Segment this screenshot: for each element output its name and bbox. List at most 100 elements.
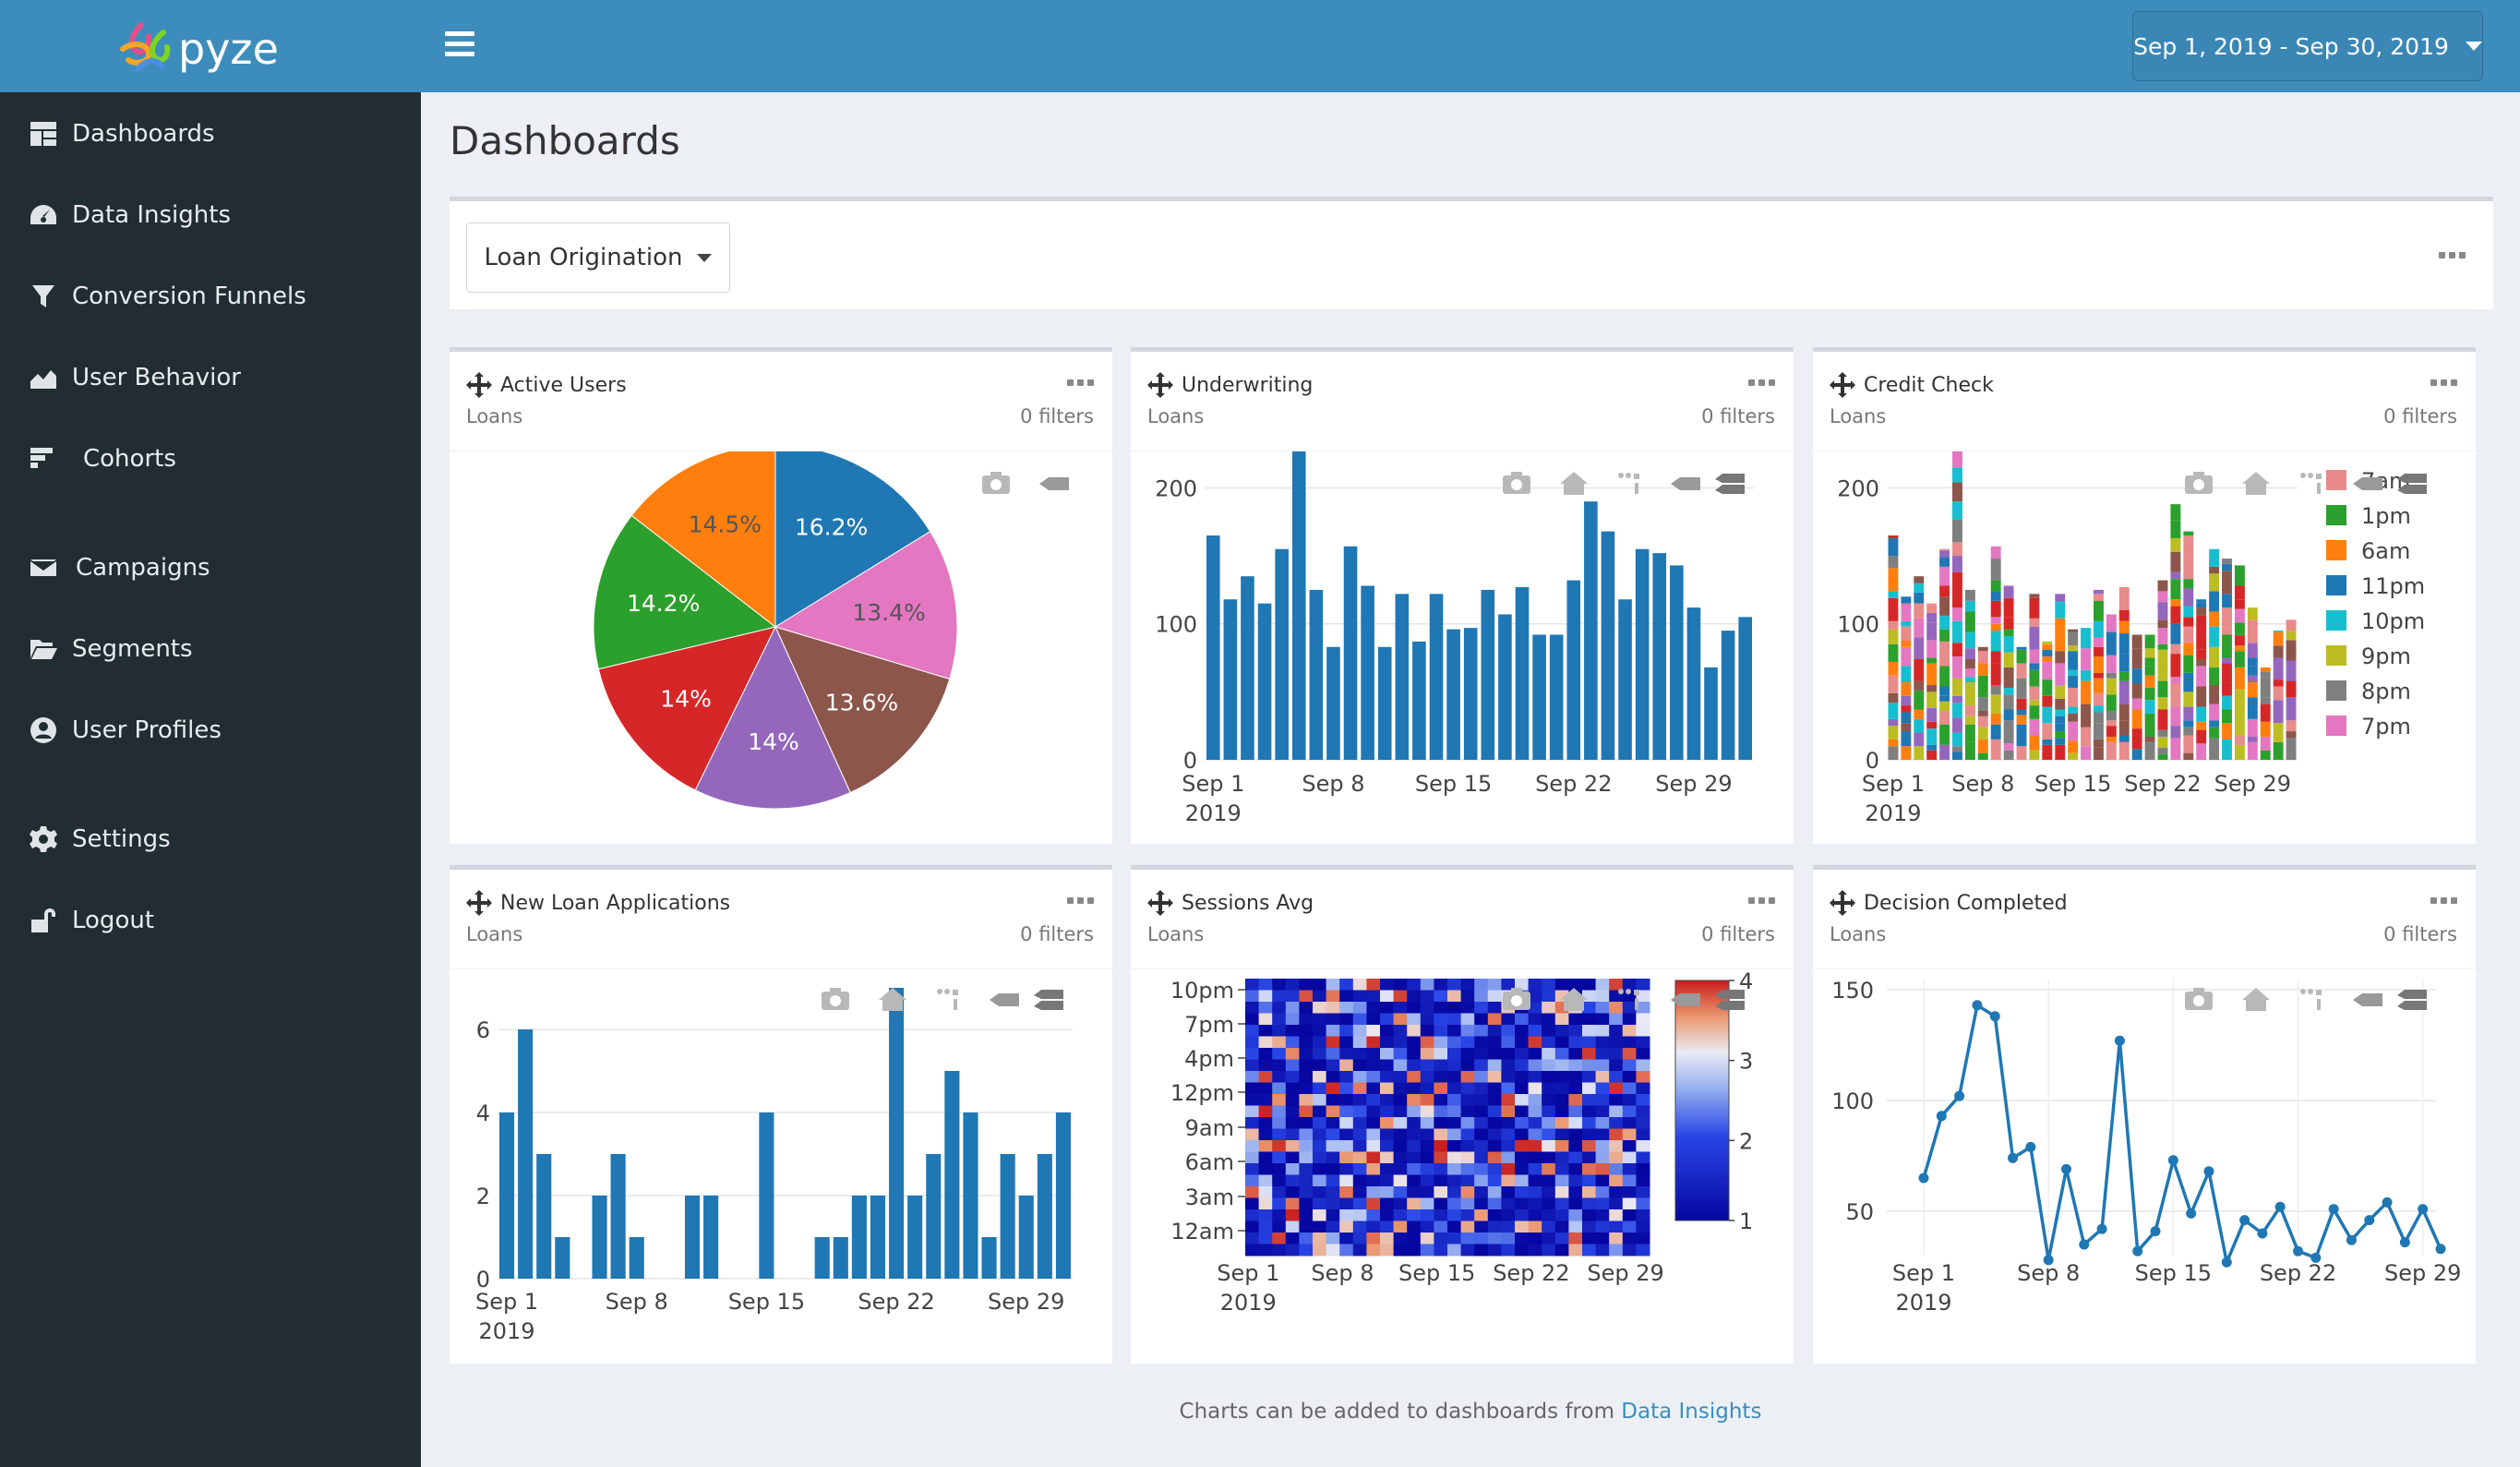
stacked-bar-segment[interactable] [2234,565,2245,586]
heatmap-cell[interactable] [1380,1059,1395,1072]
heatmap-cell[interactable] [1501,1209,1516,1221]
heatmap-cell[interactable] [1447,1082,1462,1095]
heatmap-cell[interactable] [1420,1002,1434,1014]
stacked-bar-segment[interactable] [2118,620,2130,634]
heatmap-cell[interactable] [1393,1186,1408,1198]
heatmap-cell[interactable] [1258,1036,1273,1049]
heatmap-cell[interactable] [1326,1244,1340,1257]
heatmap-cell[interactable] [1299,1233,1314,1245]
stacked-bar-segment[interactable] [2170,599,2181,607]
heatmap-cell[interactable] [1352,1186,1367,1198]
heatmap-cell[interactable] [1515,1094,1530,1106]
heatmap-cell[interactable] [1554,1059,1569,1072]
stacked-bar-segment[interactable] [2144,634,2155,638]
heatmap-cell[interactable] [1474,1071,1489,1083]
stacked-bar-segment[interactable] [1952,451,1962,468]
stacked-bar-segment[interactable] [1952,620,1962,643]
stacked-bar-segment[interactable] [2286,710,2297,721]
heatmap-cell[interactable] [1407,1025,1422,1037]
stacked-bar-segment[interactable] [2042,656,2053,662]
stacked-bar-segment[interactable] [2222,559,2232,564]
heatmap-cell[interactable] [1622,1197,1637,1210]
heatmap-cell[interactable] [1554,1013,1569,1026]
heatmap-cell[interactable] [1326,1071,1340,1083]
date-range-picker[interactable]: Sep 1, 2019 - Sep 30, 2019 [2132,11,2483,81]
legend-swatch[interactable] [2326,645,2346,666]
heatmap-cell[interactable] [1272,1186,1287,1198]
heatmap-cell[interactable] [1285,1117,1300,1129]
heatmap-cell[interactable] [1434,1151,1448,1164]
heatmap-cell[interactable] [1487,1059,1502,1072]
stacked-bar-segment[interactable] [2157,659,2168,681]
stacked-bar-segment[interactable] [2118,720,2130,736]
heatmap-cell[interactable] [1515,1163,1530,1175]
stacked-bar-segment[interactable] [1939,596,1950,610]
stacked-bar-segment[interactable] [2234,608,2245,623]
heatmap-cell[interactable] [1447,1025,1462,1037]
stacked-bar-segment[interactable] [2118,633,2130,655]
heatmap-cell[interactable] [1285,1128,1300,1141]
heatmap-cell[interactable] [1339,1220,1354,1233]
heatmap-cell[interactable] [1474,1197,1489,1210]
stacked-bar-segment[interactable] [2183,752,2194,760]
heatmap-cell[interactable] [1595,1140,1610,1152]
heatmap-cell[interactable] [1487,1048,1502,1060]
heatmap-cell[interactable] [1299,1082,1314,1095]
data-point[interactable] [2310,1252,2322,1263]
heatmap-cell[interactable] [1487,1220,1502,1233]
bar[interactable] [1377,646,1392,760]
data-insights-link[interactable]: Data Insights [1621,1400,1762,1424]
stacked-bar-segment[interactable] [2003,709,2014,721]
heatmap-cell[interactable] [1622,1013,1637,1026]
heatmap-cell[interactable] [1501,1233,1516,1245]
heatmap-cell[interactable] [1407,990,1422,1003]
heatmap-cell[interactable] [1326,1197,1340,1210]
heatmap-cell[interactable] [1554,1174,1569,1187]
heatmap-cell[interactable] [1460,1197,1475,1210]
stacked-bar-segment[interactable] [2131,749,2142,760]
heatmap-cell[interactable] [1366,1048,1381,1060]
heatmap-cell[interactable] [1393,1105,1408,1118]
heatmap-cell[interactable] [1258,1140,1273,1152]
heatmap-cell[interactable] [1622,1209,1637,1221]
stacked-bar-segment[interactable] [2209,611,2220,627]
stacked-bar-segment[interactable] [2209,646,2220,667]
stacked-bar-segment[interactable] [2016,649,2027,664]
heatmap-cell[interactable] [1474,1117,1489,1129]
stacked-bar-segment[interactable] [2170,683,2181,707]
stacked-bar-segment[interactable] [1952,586,1962,608]
stacked-bar-segment[interactable] [2273,723,2284,742]
stacked-bar-segment[interactable] [2003,652,2014,667]
heatmap-cell[interactable] [1447,1174,1462,1187]
heatmap-cell[interactable] [1285,1013,1300,1026]
heatmap-cell[interactable] [1407,1244,1422,1257]
stacked-bar-segment[interactable] [2144,648,2155,658]
heatmap-cell[interactable] [1568,1071,1583,1083]
heatmap-cell[interactable] [1609,1025,1624,1037]
stacked-bar-segment[interactable] [2170,738,2181,760]
sidebar-item-segments[interactable]: Segments [0,617,421,681]
stacked-bar-segment[interactable] [1926,640,1938,658]
heatmap-cell[interactable] [1313,1059,1327,1072]
data-point[interactable] [2418,1204,2429,1215]
stacked-bar-segment[interactable] [2003,687,2014,695]
heatmap-cell[interactable] [1393,1151,1408,1164]
stacked-bar-segment[interactable] [1914,732,1925,747]
heatmap-cell[interactable] [1366,1174,1381,1187]
heatmap-cell[interactable] [1582,1174,1597,1187]
heatmap-cell[interactable] [1528,1013,1542,1026]
heatmap-cell[interactable] [1609,1071,1624,1083]
heatmap-cell[interactable] [1434,979,1448,991]
heatmap-cell[interactable] [1554,1186,1569,1198]
heatmap-cell[interactable] [1352,1002,1367,1014]
heatmap-cell[interactable] [1272,1151,1287,1164]
heatmap-cell[interactable] [1366,1025,1381,1037]
stacked-bar-segment[interactable] [2094,739,2104,748]
legend-swatch[interactable] [2326,540,2346,560]
stacked-bar-segment[interactable] [2042,739,2053,745]
stacked-bar-segment[interactable] [2081,680,2091,704]
heatmap-cell[interactable] [1501,1244,1516,1257]
heatmap-cell[interactable] [1380,1036,1395,1049]
heatmap-cell[interactable] [1258,1197,1273,1210]
home-icon[interactable] [1560,472,1588,495]
